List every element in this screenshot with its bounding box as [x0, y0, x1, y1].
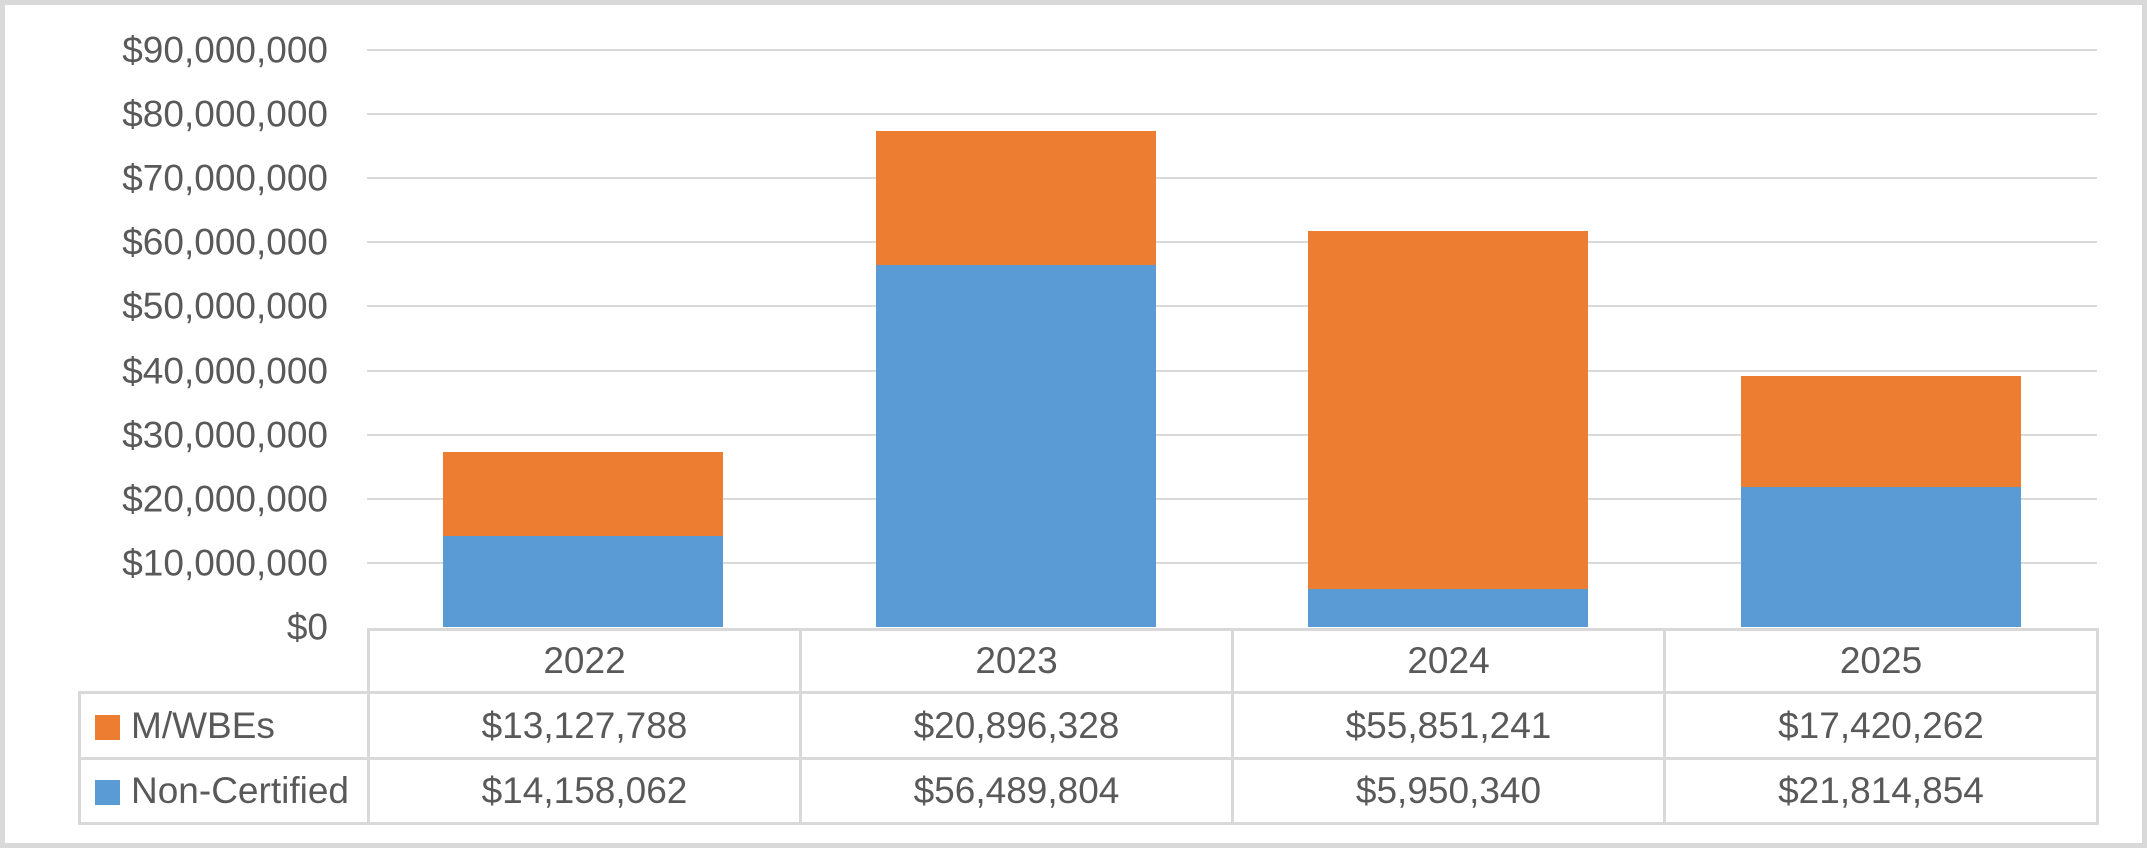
- y-axis-tick-label: $80,000,000: [122, 93, 328, 135]
- year-header-2022: 2022: [367, 628, 802, 694]
- bar-2025-m-wbes-segment[interactable]: [1740, 375, 2021, 488]
- legend-swatch-m-wbes: [95, 714, 120, 740]
- legend-label-m-wbes: M/WBEs: [131, 704, 275, 746]
- gridline: [367, 177, 2097, 180]
- year-header-2023: 2023: [799, 628, 1234, 694]
- y-axis-tick-label: $70,000,000: [122, 157, 328, 199]
- y-axis-tick-label: $0: [286, 606, 328, 648]
- gridline: [367, 369, 2097, 372]
- table-corner-cell: [80, 630, 369, 693]
- gridline: [367, 497, 2097, 500]
- bar-2022-non-certified-segment[interactable]: [443, 536, 724, 627]
- bar-2025-non-certified-segment[interactable]: [1740, 487, 2021, 627]
- value-cell-non-certified-2024: $5,950,340: [1231, 757, 1666, 825]
- legend-cell-m-wbes: M/WBEs: [78, 691, 370, 760]
- bar-2022-m-wbes-segment[interactable]: [443, 452, 724, 537]
- gridline: [367, 49, 2097, 51]
- value-cell-m-wbes-2022: $13,127,788: [367, 691, 802, 760]
- y-axis-tick-label: $30,000,000: [122, 414, 328, 456]
- y-axis-tick-label: $40,000,000: [122, 350, 328, 392]
- y-axis-tick-label: $90,000,000: [122, 29, 328, 71]
- legend-cell-non-certified: Non-Certified: [78, 757, 370, 825]
- bar-2024-non-certified-segment[interactable]: [1308, 588, 1589, 627]
- value-cell-non-certified-2023: $56,489,804: [799, 757, 1234, 825]
- value-cell-m-wbes-2023: $20,896,328: [799, 691, 1234, 760]
- gridline: [367, 561, 2097, 564]
- gridline: [367, 241, 2097, 244]
- y-axis-tick-label: $50,000,000: [122, 285, 328, 327]
- year-header-2025: 2025: [1663, 628, 2099, 694]
- gridline: [367, 305, 2097, 308]
- year-header-2024: 2024: [1231, 628, 1666, 694]
- bar-2023-non-certified-segment[interactable]: [875, 264, 1156, 627]
- y-axis-tick-label: $10,000,000: [122, 542, 328, 584]
- value-cell-m-wbes-2024: $55,851,241: [1231, 691, 1666, 760]
- value-cell-non-certified-2025: $21,814,854: [1663, 757, 2099, 825]
- value-cell-m-wbes-2025: $17,420,262: [1663, 691, 2099, 760]
- legend-label-non-certified: Non-Certified: [131, 770, 349, 811]
- y-axis-tick-label: $20,000,000: [122, 478, 328, 520]
- legend-swatch-non-certified: [95, 780, 120, 805]
- y-axis-tick-label: $60,000,000: [122, 221, 328, 263]
- gridline: [367, 113, 2097, 116]
- bar-2024-m-wbes-segment[interactable]: [1308, 230, 1589, 589]
- gridline: [367, 433, 2097, 436]
- bar-2023-m-wbes-segment[interactable]: [875, 130, 1156, 265]
- value-cell-non-certified-2022: $14,158,062: [367, 757, 802, 825]
- data-table: 2022 2023 2024 2025 M/WBEs $13,127,788 $20,896…: [78, 628, 2099, 825]
